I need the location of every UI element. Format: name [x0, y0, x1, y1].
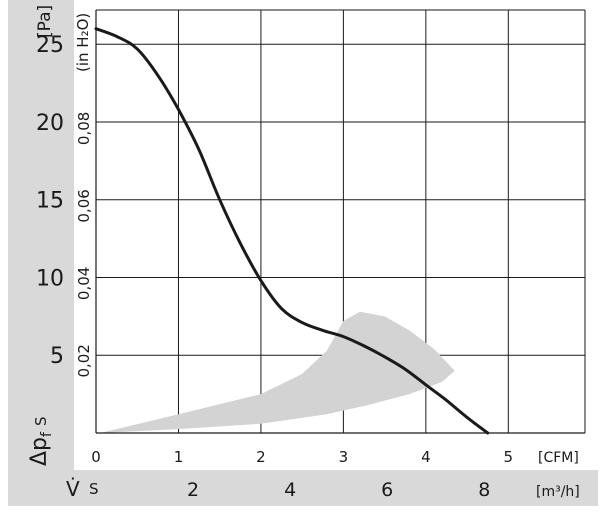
m3h-tick-labels: 2 4 6 8 [187, 479, 490, 501]
y-axis-symbol-s: S [32, 417, 50, 427]
pa-tick-label: 25 [36, 33, 64, 58]
pa-tick-label: 15 [36, 189, 64, 214]
m3h-tick-label: 6 [381, 479, 393, 501]
cfm-tick-label: 1 [174, 448, 184, 466]
pa-tick-label: 5 [50, 344, 64, 369]
y-axis-symbol: ΔpfS [27, 417, 55, 466]
inh2o-tick-label: 0,04 [75, 267, 93, 300]
y-axis-symbol-main: Δp [27, 437, 52, 466]
bottom-axis-panel [8, 470, 598, 506]
tolerance-band [100, 311, 455, 433]
m3h-tick-label: 4 [284, 479, 296, 501]
y-axis-symbol-sub: f [39, 431, 55, 437]
left-axis-panel [8, 0, 74, 470]
m3h-tick-label: 8 [478, 479, 490, 501]
pa-unit-label: [Pa] [35, 5, 55, 38]
cfm-tick-label: 0 [91, 448, 101, 466]
cfm-unit-label: [CFM] [538, 450, 579, 466]
inh2o-tick-label: 0,06 [75, 189, 93, 222]
x-axis-symbol-s: S [89, 480, 99, 498]
pressure-flow-curve [94, 27, 490, 435]
m3h-tick-label: 2 [187, 479, 199, 501]
cfm-tick-label: 3 [339, 448, 349, 466]
plot-axes [95, 10, 585, 434]
cfm-tick-label: 2 [256, 448, 266, 466]
pa-tick-labels: 5 10 15 20 25 [36, 33, 64, 369]
inh2o-tick-label: 0,08 [75, 112, 93, 145]
m3h-unit-label: [m³/h] [536, 484, 580, 500]
cfm-tick-label: 4 [421, 448, 431, 466]
pa-tick-label: 20 [36, 111, 64, 136]
inh2o-tick-labels: 0,02 0,04 0,06 0,08 [75, 112, 93, 378]
inh2o-unit-label: (in H₂O) [74, 13, 92, 72]
cfm-tick-labels: 0 1 2 3 4 5 [91, 448, 513, 466]
cfm-tick-label: 5 [504, 448, 514, 466]
x-axis-symbol: V̇ [66, 477, 80, 501]
inh2o-tick-label: 0,02 [75, 344, 93, 377]
pa-tick-label: 10 [36, 266, 64, 291]
